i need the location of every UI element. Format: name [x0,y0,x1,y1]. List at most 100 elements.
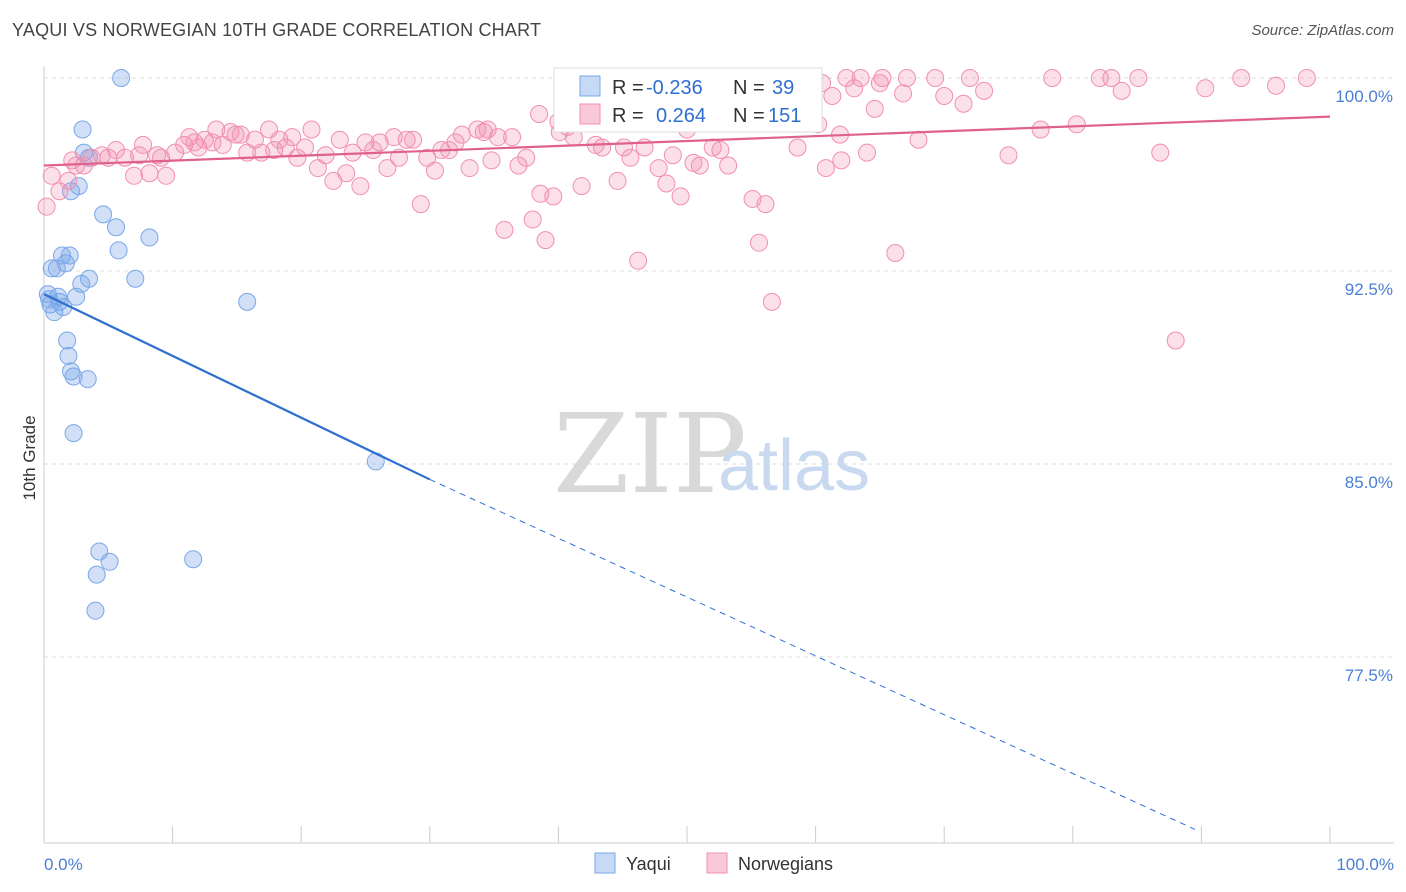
point-norwegians [364,141,383,160]
point-norwegians [845,79,864,98]
point-norwegians [544,187,563,206]
point-norwegians [404,130,423,149]
y-tick-labels: 100.0% 92.5% 85.0% 77.5% [1335,87,1393,685]
point-yaqui [64,424,83,443]
point-norwegians [42,166,61,185]
chart-title: YAQUI VS NORWEGIAN 10TH GRADE CORRELATIO… [12,20,542,40]
point-norwegians [851,69,870,87]
point-norwegians [460,159,479,178]
point-norwegians [330,130,349,149]
point-yaqui [94,205,113,224]
point-norwegians [50,182,69,201]
point-norwegians [140,164,159,183]
point-norwegians [897,69,916,87]
point-norwegians [482,151,501,170]
point-norwegians [954,94,973,113]
point-yaqui [100,552,119,571]
point-norwegians [503,128,522,147]
y-tick-label: 85.0% [1345,473,1393,492]
legend-r-label: R = [612,77,644,99]
axes [43,66,1394,844]
point-norwegians [523,210,542,229]
point-norwegians [125,166,144,185]
point-norwegians [221,123,240,142]
point-norwegians [288,148,307,167]
point-norwegians [302,120,321,139]
point-norwegians [960,69,979,87]
point-norwegians [999,146,1018,165]
trend-line-yaqui-extension [429,478,1196,830]
point-yaqui [238,292,257,311]
point-yaqui [112,69,131,87]
point-norwegians [296,138,315,157]
legend-swatch-yaqui [579,75,601,97]
point-norwegians [816,159,835,178]
point-yaqui [87,565,106,584]
point-norwegians [1297,69,1316,87]
point-yaqui [140,228,159,247]
point-norwegians [690,156,709,175]
point-norwegians [509,156,528,175]
point-norwegians [37,197,56,216]
point-yaqui [73,120,92,139]
point-norwegians [865,99,884,118]
point-norwegians [389,148,408,167]
point-norwegians [975,81,994,100]
point-norwegians [935,87,954,106]
legend: Yaqui Norwegians [594,852,833,874]
point-norwegians [1129,69,1148,87]
point-yaqui [184,550,203,569]
point-norwegians [788,138,807,157]
point-norwegians [207,120,226,139]
point-norwegians [1151,143,1170,162]
point-norwegians [1266,76,1285,95]
legend-n-label: N = [733,77,765,99]
legend-n-yaqui: 39 [772,77,794,99]
point-norwegians [572,177,591,196]
point-norwegians [189,138,208,157]
point-norwegians [130,146,149,165]
point-norwegians [909,130,928,149]
x-tick-labels: 0.0% 100.0% [44,855,1394,874]
legend-swatch-yaqui-bottom [594,852,616,874]
point-norwegians [74,156,93,175]
x-tick-label-left: 0.0% [44,855,83,874]
legend-n-label: N = [733,105,765,127]
watermark: ZIP atlas [553,390,870,518]
point-norwegians [265,141,284,160]
point-norwegians [719,156,738,175]
watermark-zip: ZIP [553,390,747,518]
point-norwegians [1031,120,1050,139]
point-norwegians [1166,331,1185,350]
point-norwegians [621,148,640,167]
point-norwegians [488,128,507,147]
y-tick-label: 100.0% [1335,87,1393,106]
point-norwegians [107,141,126,160]
point-yaqui [58,331,77,350]
point-norwegians [823,87,842,106]
watermark-atlas: atlas [718,426,870,506]
point-norwegians [1232,69,1251,87]
point-yaqui [126,269,145,288]
point-norwegians [370,133,389,152]
point-norwegians [1196,79,1215,98]
legend-label-yaqui: Yaqui [626,854,671,874]
point-yaqui [86,601,105,620]
point-yaqui [78,370,97,389]
legend-r-norwegians: 0.264 [656,105,706,127]
point-norwegians [593,138,612,157]
point-yaqui [109,241,128,260]
point-yaqui [42,259,61,278]
point-norwegians [157,166,176,185]
point-norwegians [837,69,856,87]
point-norwegians [59,171,78,190]
legend-r-yaqui: -0.236 [646,77,703,99]
source-label: Source: ZipAtlas.com [1251,22,1394,39]
point-norwegians [226,125,245,144]
point-yaqui [60,246,79,265]
point-norwegians [425,161,444,180]
point-norwegians [873,69,892,87]
point-yaqui [64,367,83,386]
point-norwegians [1067,115,1086,134]
point-norwegians [894,84,913,103]
